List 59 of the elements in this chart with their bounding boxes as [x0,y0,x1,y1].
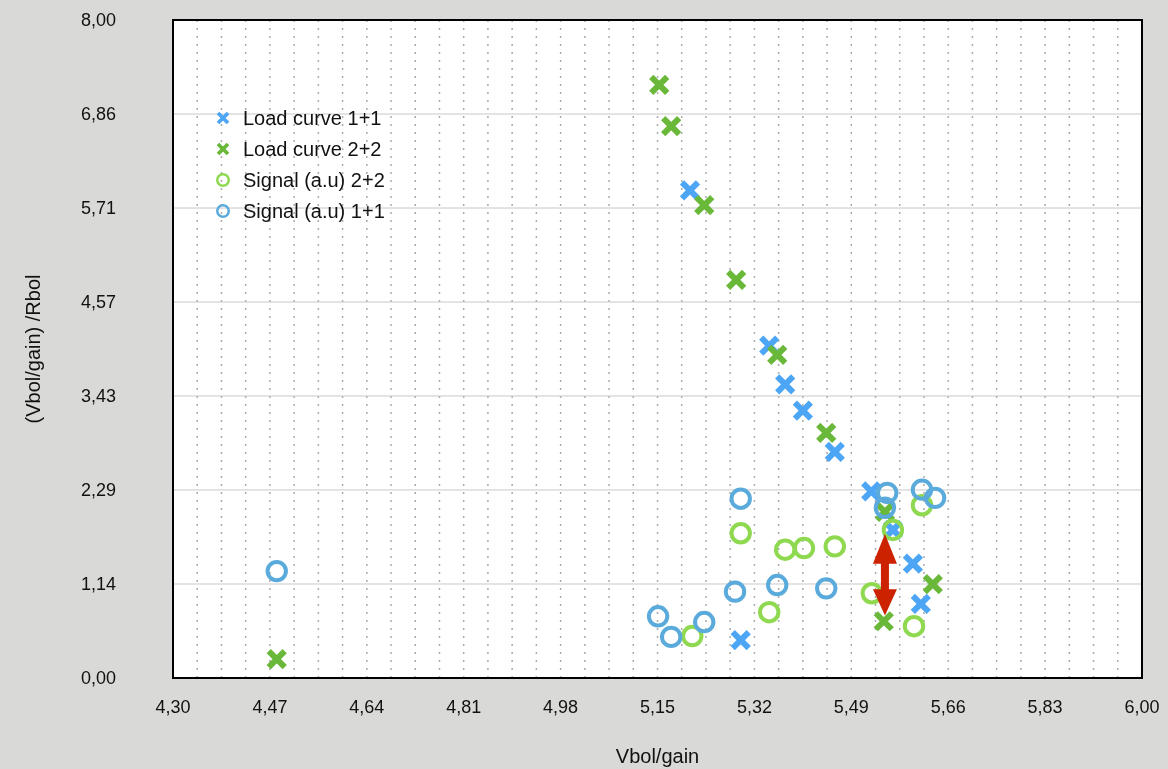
y-axis-title: (Vbol/gain) /Rbol [22,274,44,424]
point [766,343,789,366]
x-tick-label: 5,15 [639,697,676,717]
point [823,440,846,463]
y-tick-label: 4,57 [80,292,116,313]
y-tick-label: 5,71 [80,198,116,219]
y-tick-label: 8,00 [80,10,116,30]
point [923,486,947,510]
x-tick-label: 5,32 [736,697,772,717]
point [729,487,752,510]
point [648,73,671,96]
point [265,648,288,671]
point [766,573,789,597]
point [815,421,838,444]
x-tick-label: 5,49 [833,697,869,717]
point [792,536,816,560]
point [860,480,883,503]
legend-label: Signal (a.u) 2+2 [243,169,385,191]
y-tick-label: 2,29 [80,479,116,500]
y-tick-label: 3,43 [80,385,116,406]
point [729,522,752,545]
point [921,573,944,596]
y-tick-label: 6,86 [80,104,116,125]
point [729,629,752,652]
point [823,535,846,558]
point [791,399,814,422]
x-tick-label: 5,83 [1027,697,1063,717]
x-tick-label: 4,30 [155,697,191,717]
point [723,580,747,603]
y-tick-label: 1,14 [80,573,116,594]
point [902,614,926,638]
point [725,268,748,291]
x-tick-label: 5,66 [930,697,966,717]
x-tick-label: 4,81 [446,697,482,717]
point [659,625,683,649]
point [758,601,781,624]
point [815,577,838,600]
point [265,559,288,583]
point [693,610,716,634]
point [872,610,895,633]
point [678,179,701,202]
point [876,481,899,505]
point [909,592,932,615]
x-tick-label: 4,98 [543,697,579,717]
point [773,538,797,561]
point [910,478,934,501]
x-tick-label: 6,00 [1124,697,1160,717]
legend-label: Signal (a.u) 1+1 [243,200,385,222]
x-axis-title: Vbol/gain [615,745,700,767]
x-tick-label: 4,47 [252,697,288,717]
x-tick-label: 4,64 [349,697,385,717]
legend-label: Load curve 2+2 [243,138,382,160]
point [660,115,683,138]
y-tick-label: 0,00 [80,668,116,688]
point [901,552,924,575]
point [693,194,716,217]
point [774,373,797,396]
legend-label: Load curve 1+1 [243,107,382,129]
point [646,605,670,628]
